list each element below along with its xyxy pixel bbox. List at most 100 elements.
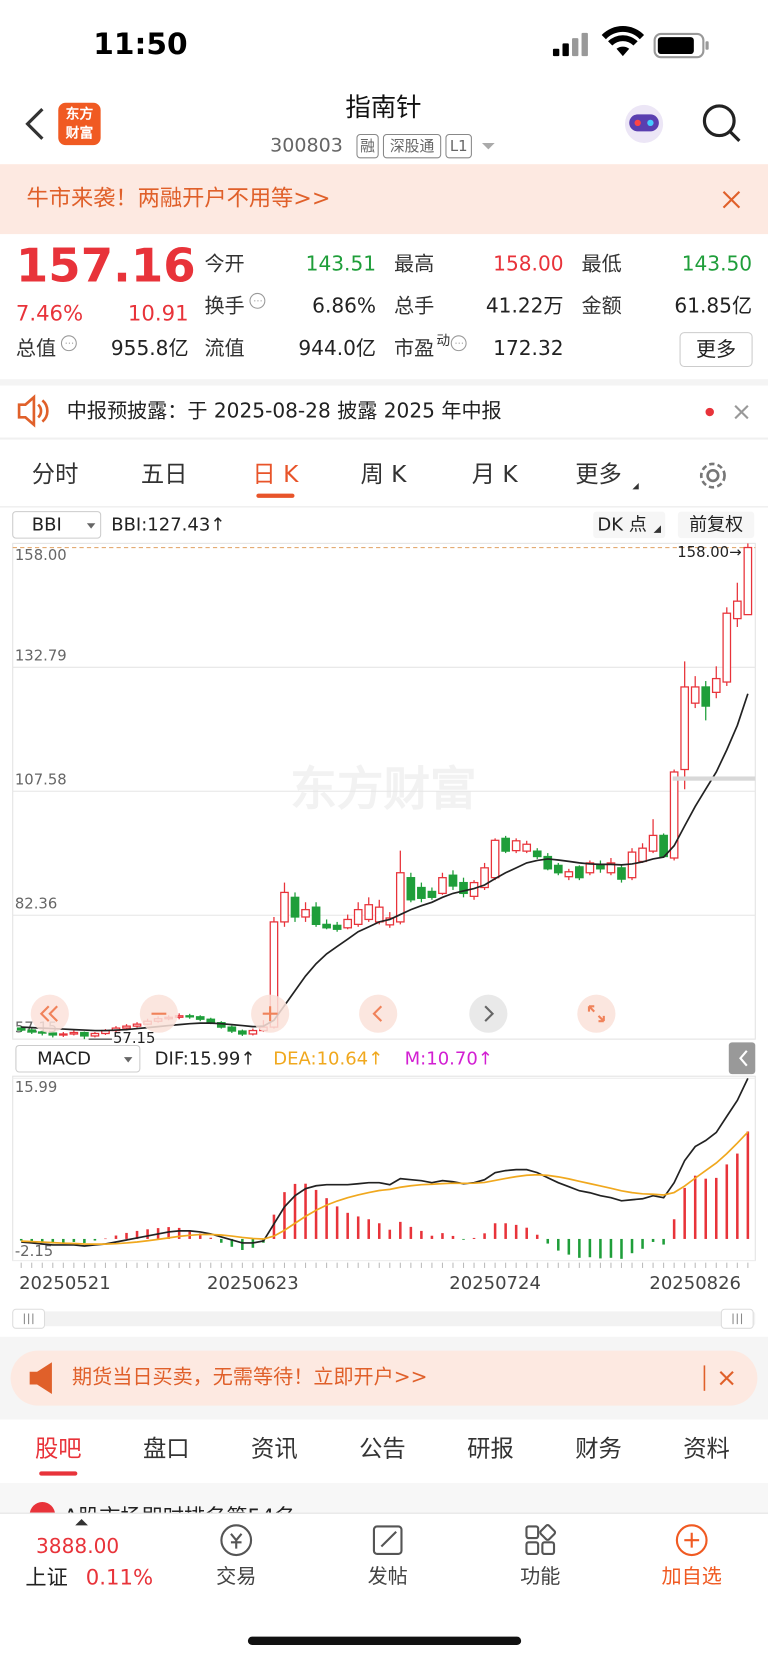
scroll-right[interactable] [469,994,508,1033]
candle-body [680,686,690,771]
banner-text[interactable]: 牛市来袭！两融开户不用等>> [26,186,330,212]
period-tab[interactable]: 日 K [252,461,299,488]
nav-item[interactable]: 加自选 [662,1564,722,1588]
candle-body [322,923,331,929]
period-tab[interactable]: 更多 [575,461,622,488]
more-button[interactable] [679,332,753,368]
info-icon [450,335,467,352]
section-tab[interactable]: 股吧 [35,1436,82,1463]
candle-body [364,904,374,921]
scroll-left[interactable] [359,994,398,1033]
candle-body [58,1033,68,1036]
macd-bar [672,1219,676,1239]
price: 157.16 [16,239,196,293]
close-banner[interactable] [722,190,741,209]
macd-bar [504,1223,507,1239]
nav-item[interactable]: 交易 [216,1564,256,1588]
candle-body [732,600,742,620]
section-tab[interactable]: 资料 [683,1436,730,1463]
macd-bar [346,1212,349,1239]
index-change[interactable]: 0.11% [86,1564,153,1589]
macd-bar [462,1238,465,1240]
macd-bar [135,1230,139,1239]
macd-bar [125,1232,128,1239]
macd-bar [609,1238,613,1258]
indicator-name[interactable]: BBI [32,514,62,535]
ad[interactable] [10,1350,758,1406]
change-percent: 7.46% [16,301,83,326]
dk-text[interactable]: DK 点 [597,514,646,535]
candle-body [90,1032,100,1037]
ad-text[interactable]: 期货当日买卖，无需等待！立即开户>> [72,1365,427,1389]
candle-body [248,1029,258,1035]
macd-bar [451,1235,455,1239]
candle-body [448,874,458,887]
back-button[interactable] [25,107,44,140]
index-name[interactable]: 上证 [25,1564,67,1589]
scrollbar[interactable] [12,1311,756,1327]
dk-button[interactable] [593,511,666,539]
nav-item[interactable]: 发帖 [368,1564,408,1588]
notice-text[interactable]: 中报预披露：于 2025-08-28 披露 2025 年中报 [67,399,502,423]
period-tab[interactable]: 月 K [472,461,519,488]
section-tab[interactable]: 公告 [359,1436,406,1463]
dropdown-arrow[interactable] [481,143,495,150]
date-label: 20250826 [649,1273,741,1294]
close-ad[interactable] [719,1371,734,1386]
section-tab[interactable]: 资讯 [251,1436,298,1463]
logo[interactable] [58,102,101,146]
macd-bar [704,1178,708,1239]
macd-bar [714,1177,718,1239]
macd-bar [620,1238,623,1259]
handle-grip [23,1313,743,1325]
banner[interactable] [0,164,768,235]
macd-bar [177,1227,181,1239]
macd-bar [30,1238,34,1242]
field-value: 158.00 [493,251,563,275]
macd-bar [241,1238,244,1250]
search-button[interactable] [702,104,741,143]
macd-bar [546,1238,550,1244]
indicator-select[interactable] [12,511,102,539]
candle-body [617,867,626,880]
nav-item[interactable]: 功能 [520,1564,560,1588]
macd-bar [198,1233,202,1239]
adjust-button[interactable] [677,511,755,539]
macd-bar [399,1221,402,1239]
indicator-select[interactable] [15,1044,141,1073]
assistant-icon[interactable] [624,104,664,144]
field-label: 最低 [582,251,622,275]
index-value[interactable]: 3888.00 [36,1534,119,1558]
candle-body [374,906,384,923]
macd-bar [746,1131,750,1239]
macd-bar [483,1233,486,1239]
candle-body [427,890,437,898]
more-button-text[interactable]: 更多 [696,337,736,361]
close-notice[interactable] [734,404,749,420]
macd-name[interactable]: MACD [37,1048,91,1069]
status-icons [552,26,709,59]
field-label: 流值 [204,336,244,360]
period-tab[interactable]: 五日 [141,461,188,488]
max-label: 158.00→ [677,544,741,561]
fullscreen[interactable] [577,994,616,1033]
dea-label: DEA:10.64↑ [273,1048,383,1069]
period-tab[interactable]: 分时 [32,461,79,488]
bbi-line [21,693,749,1032]
section-tab[interactable]: 盘口 [143,1436,190,1463]
collapse-button[interactable] [728,1042,756,1075]
section-tab[interactable]: 研报 [467,1436,514,1463]
section-tab[interactable]: 财务 [575,1436,622,1463]
candle-body [585,862,595,874]
period-tab[interactable]: 周 K [360,461,407,488]
macd-bar [314,1189,318,1239]
macd-bar [683,1187,686,1239]
logo-text: 东方 [66,105,94,122]
adjust-text[interactable]: 前复权 [689,514,743,535]
candle-body [385,917,395,926]
settings-button[interactable] [699,462,726,489]
candle-body [417,886,426,899]
macd-bar [40,1238,44,1243]
